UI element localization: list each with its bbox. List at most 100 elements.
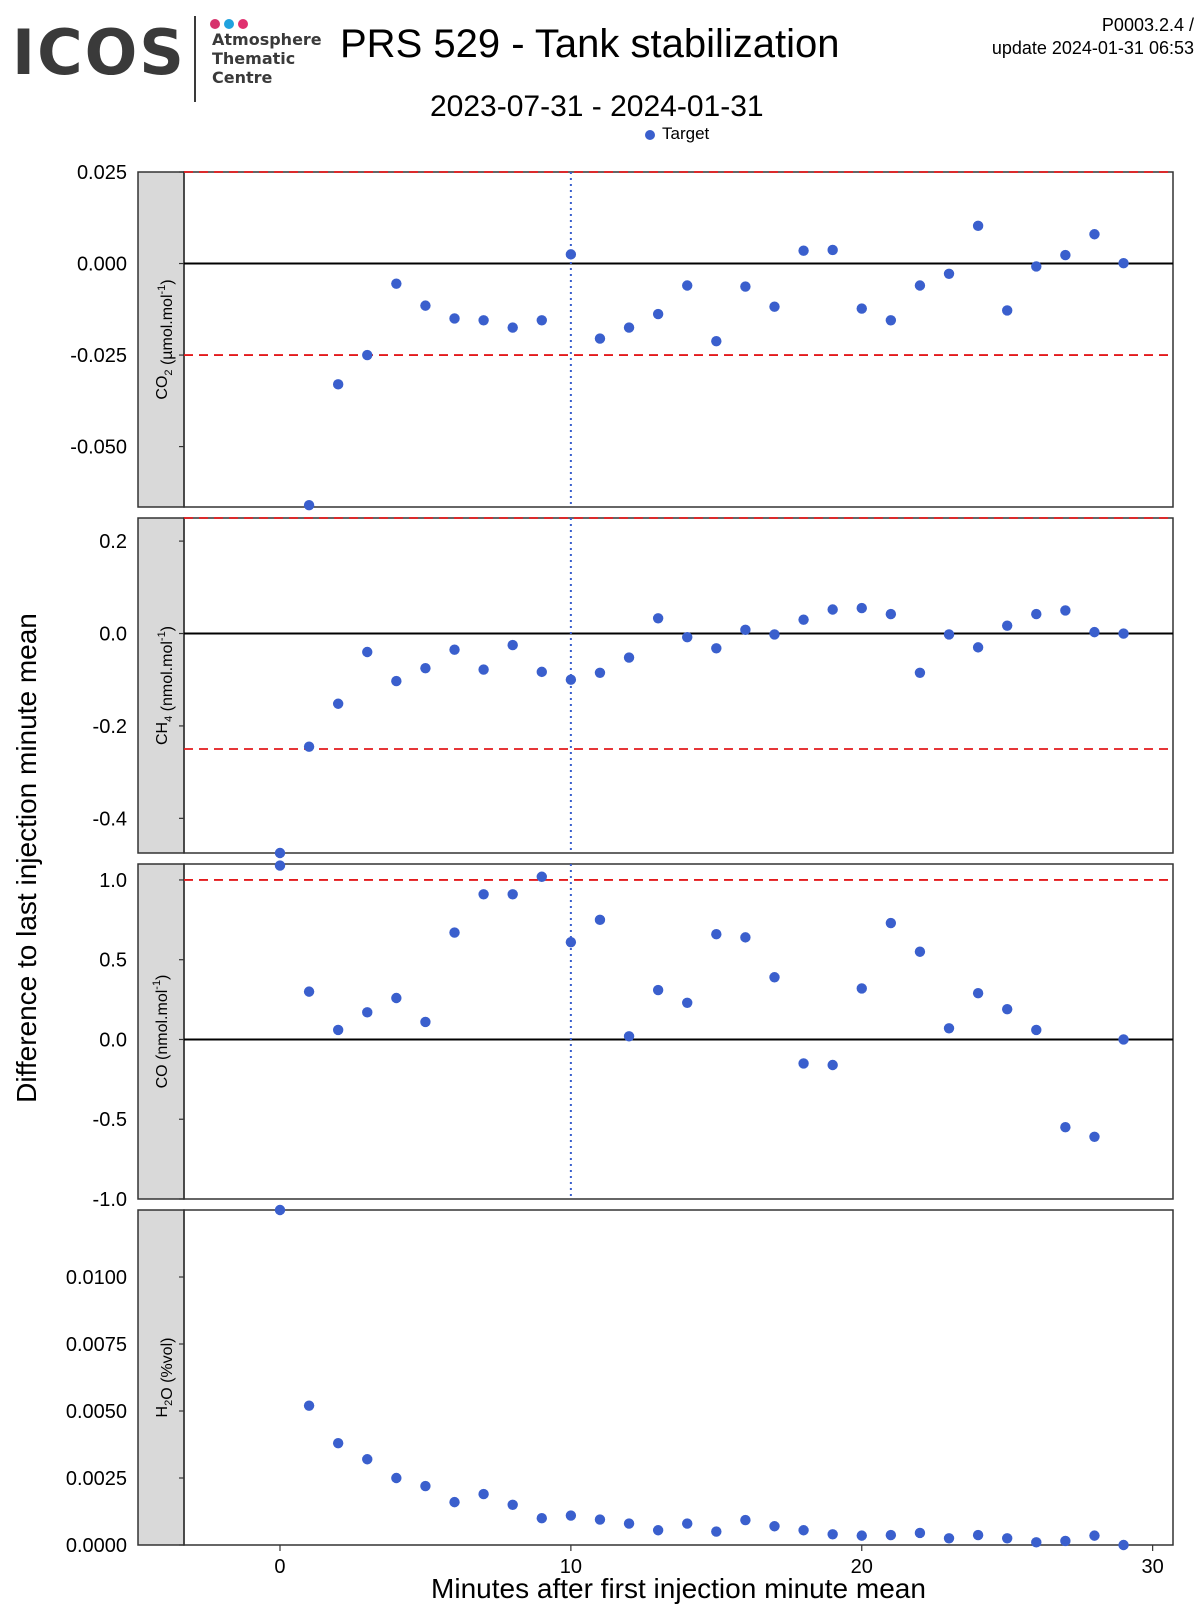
data-point xyxy=(652,613,664,624)
icos-logo: ICOS Atmosphere Thematic Centre xyxy=(12,14,322,104)
data-point xyxy=(362,349,373,361)
data-point xyxy=(303,741,315,752)
data-point xyxy=(914,946,926,957)
data-point xyxy=(740,932,751,943)
data-point xyxy=(362,1007,373,1018)
panel-strip-label: H2O (%vol) xyxy=(154,1338,176,1418)
data-point xyxy=(1060,605,1071,616)
data-point xyxy=(303,986,315,997)
y-axis-label: Difference to last injection minute mean xyxy=(11,613,42,1103)
data-point xyxy=(594,1514,606,1525)
data-point xyxy=(565,674,577,685)
data-point xyxy=(391,278,402,289)
y-tick-label: 1.0 xyxy=(99,870,127,892)
data-point xyxy=(682,280,693,291)
data-point xyxy=(536,666,547,678)
y-tick-label: -0.4 xyxy=(93,808,127,830)
logo-dot-1 xyxy=(210,19,220,29)
data-point xyxy=(594,914,606,926)
data-point xyxy=(652,308,664,320)
data-point xyxy=(711,643,722,654)
data-point xyxy=(856,303,867,314)
version-info: P0003.2.4 / update 2024-01-31 06:53 xyxy=(992,14,1194,60)
y-tick-label: -0.025 xyxy=(70,345,127,367)
data-point xyxy=(711,928,722,940)
data-point xyxy=(827,1529,838,1540)
data-point xyxy=(420,300,431,311)
data-point xyxy=(507,1499,518,1511)
data-point xyxy=(1001,620,1013,631)
y-tick-label: -1.0 xyxy=(93,1189,127,1211)
x-tick-label: 20 xyxy=(851,1556,873,1578)
panel-strip-label: CO2 (µmol.mol-1) xyxy=(154,279,176,399)
data-point xyxy=(420,1480,431,1492)
panel-strip-label: CH4 (nmol.mol-1) xyxy=(154,626,176,745)
panel-frame xyxy=(183,863,1174,1200)
data-point xyxy=(362,1454,373,1465)
x-tick-label: 30 xyxy=(1142,1556,1164,1578)
data-point xyxy=(420,1016,431,1028)
data-point xyxy=(972,1529,984,1541)
data-point xyxy=(914,1527,926,1539)
data-point xyxy=(1089,1530,1100,1541)
data-point xyxy=(885,1529,897,1541)
y-tick-label: -0.5 xyxy=(93,1109,127,1131)
data-point xyxy=(274,1204,286,1216)
data-point xyxy=(391,992,402,1004)
panel-strip xyxy=(137,517,185,854)
data-point xyxy=(740,281,751,292)
y-tick-label: 0.0000 xyxy=(66,1535,127,1557)
data-point xyxy=(507,639,518,651)
data-point xyxy=(623,1518,635,1529)
data-point xyxy=(1089,626,1100,638)
data-point xyxy=(332,379,344,390)
data-point xyxy=(536,871,547,882)
data-point xyxy=(478,315,489,326)
logo-dot-3 xyxy=(238,19,248,29)
data-point xyxy=(1031,1024,1042,1036)
data-point xyxy=(303,1400,315,1411)
data-point xyxy=(449,313,460,324)
y-tick-label: 0.0050 xyxy=(66,1401,127,1423)
data-point xyxy=(536,1513,547,1524)
data-point xyxy=(1118,257,1129,269)
data-point xyxy=(682,632,693,643)
data-point xyxy=(478,664,489,675)
data-point xyxy=(798,245,809,256)
data-point xyxy=(449,927,460,938)
x-axis-label: Minutes after first injection minute mea… xyxy=(431,1573,926,1604)
data-point xyxy=(972,220,984,232)
data-point xyxy=(507,889,518,900)
y-tick-label: 0.0 xyxy=(99,624,127,646)
data-point xyxy=(1031,261,1042,272)
y-tick-label: 0.0025 xyxy=(66,1468,127,1490)
y-tick-label: 0.025 xyxy=(77,162,127,184)
chart-title: PRS 529 - Tank stabilization xyxy=(340,22,840,66)
data-point xyxy=(362,646,373,658)
data-point xyxy=(332,1024,344,1036)
data-point xyxy=(769,301,780,312)
data-point xyxy=(943,629,955,640)
panel-4: H2O (%vol) 0.0100 0.0075 0.0050 0.0025 0.0000 xyxy=(66,1204,1174,1557)
logo-divider xyxy=(194,16,196,102)
data-point xyxy=(827,604,838,615)
data-point xyxy=(798,1525,809,1536)
data-point xyxy=(1001,305,1013,316)
data-point xyxy=(391,1472,402,1484)
logo-subtitle: Atmosphere Thematic Centre xyxy=(212,30,322,87)
y-tick-label: 0.0100 xyxy=(66,1267,127,1289)
data-point xyxy=(682,997,693,1008)
data-point xyxy=(565,1510,577,1521)
legend: Target xyxy=(645,125,709,142)
data-point xyxy=(740,624,751,636)
panel-frame xyxy=(183,517,1174,854)
data-point xyxy=(652,1525,664,1536)
data-point xyxy=(711,335,722,347)
data-point xyxy=(1118,1034,1129,1045)
data-point xyxy=(769,1521,780,1532)
data-point xyxy=(943,1023,955,1034)
data-point xyxy=(623,1031,635,1042)
data-point xyxy=(449,644,460,655)
data-point xyxy=(972,642,984,653)
